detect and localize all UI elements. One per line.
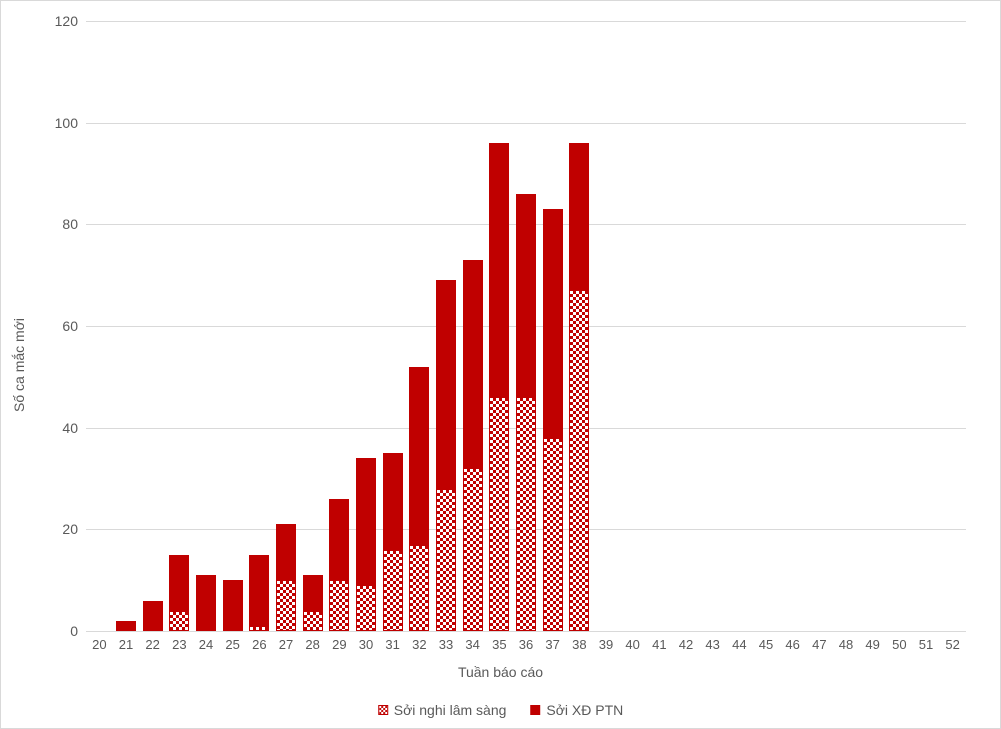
x-tick-label: 48 xyxy=(839,631,853,652)
bar-series0 xyxy=(249,626,269,631)
x-tick-label: 33 xyxy=(439,631,453,652)
bar-series1 xyxy=(436,280,456,488)
bar-series1 xyxy=(116,621,136,631)
legend-swatch-solid-icon xyxy=(530,705,540,715)
bar-series1 xyxy=(383,453,403,550)
bar-series1 xyxy=(409,367,429,545)
bar-series1 xyxy=(516,194,536,397)
x-tick-label: 30 xyxy=(359,631,373,652)
chart-container: Số ca mắc mới 02040608010012020212223242… xyxy=(0,0,1001,729)
bar-series0 xyxy=(329,580,349,631)
bar-series0 xyxy=(463,468,483,631)
bar-series1 xyxy=(489,143,509,397)
x-tick-label: 27 xyxy=(279,631,293,652)
x-tick-label: 50 xyxy=(892,631,906,652)
y-tick-label: 20 xyxy=(62,521,86,537)
plot-area: 0204060801001202021222324252627282930313… xyxy=(86,21,966,631)
gridline xyxy=(86,21,966,22)
x-tick-label: 46 xyxy=(785,631,799,652)
bar-series1 xyxy=(463,260,483,468)
x-tick-label: 34 xyxy=(465,631,479,652)
legend-label-pattern: Sởi nghi lâm sàng xyxy=(394,702,507,718)
x-tick-label: 40 xyxy=(625,631,639,652)
x-tick-label: 36 xyxy=(519,631,533,652)
gridline xyxy=(86,123,966,124)
x-tick-label: 20 xyxy=(92,631,106,652)
legend: Sởi nghi lâm sàng Sởi XĐ PTN xyxy=(378,702,624,718)
x-tick-label: 24 xyxy=(199,631,213,652)
y-tick-label: 40 xyxy=(62,420,86,436)
bar-series1 xyxy=(249,555,269,626)
y-axis-title: Số ca mắc mới xyxy=(11,318,27,412)
x-tick-label: 51 xyxy=(919,631,933,652)
x-tick-label: 38 xyxy=(572,631,586,652)
x-tick-label: 45 xyxy=(759,631,773,652)
bar-series0 xyxy=(436,489,456,631)
bar-series1 xyxy=(169,555,189,611)
y-tick-label: 120 xyxy=(55,13,86,29)
bar-series0 xyxy=(489,397,509,631)
x-tick-label: 26 xyxy=(252,631,266,652)
legend-label-solid: Sởi XĐ PTN xyxy=(546,702,623,718)
x-tick-label: 52 xyxy=(945,631,959,652)
bar-series1 xyxy=(356,458,376,585)
y-tick-label: 100 xyxy=(55,115,86,131)
x-tick-label: 25 xyxy=(225,631,239,652)
x-tick-label: 39 xyxy=(599,631,613,652)
bar-series0 xyxy=(543,438,563,631)
bar-series1 xyxy=(329,499,349,580)
legend-swatch-pattern-icon xyxy=(378,705,388,715)
x-tick-label: 42 xyxy=(679,631,693,652)
y-tick-label: 80 xyxy=(62,216,86,232)
x-tick-label: 41 xyxy=(652,631,666,652)
x-tick-label: 35 xyxy=(492,631,506,652)
x-tick-label: 31 xyxy=(385,631,399,652)
x-tick-label: 23 xyxy=(172,631,186,652)
y-tick-label: 60 xyxy=(62,318,86,334)
x-tick-label: 22 xyxy=(145,631,159,652)
x-tick-label: 28 xyxy=(305,631,319,652)
bar-series1 xyxy=(276,524,296,580)
bar-series1 xyxy=(303,575,323,611)
x-tick-label: 32 xyxy=(412,631,426,652)
bar-series0 xyxy=(303,611,323,631)
legend-item-pattern: Sởi nghi lâm sàng xyxy=(378,702,507,718)
legend-item-solid: Sởi XĐ PTN xyxy=(530,702,623,718)
bar-series0 xyxy=(383,550,403,631)
bar-series1 xyxy=(223,580,243,631)
bar-series1 xyxy=(196,575,216,631)
bar-series0 xyxy=(356,585,376,631)
x-tick-label: 43 xyxy=(705,631,719,652)
bar-series1 xyxy=(143,601,163,632)
x-tick-label: 37 xyxy=(545,631,559,652)
bar-series0 xyxy=(276,580,296,631)
bar-series0 xyxy=(409,545,429,631)
x-tick-label: 47 xyxy=(812,631,826,652)
x-tick-label: 29 xyxy=(332,631,346,652)
bar-series1 xyxy=(569,143,589,290)
x-tick-label: 49 xyxy=(865,631,879,652)
bar-series0 xyxy=(569,290,589,631)
bar-series0 xyxy=(169,611,189,631)
x-axis-title: Tuần báo cáo xyxy=(458,664,543,680)
x-tick-label: 21 xyxy=(119,631,133,652)
bar-series0 xyxy=(516,397,536,631)
x-tick-label: 44 xyxy=(732,631,746,652)
y-tick-label: 0 xyxy=(70,623,86,639)
bar-series1 xyxy=(543,209,563,438)
